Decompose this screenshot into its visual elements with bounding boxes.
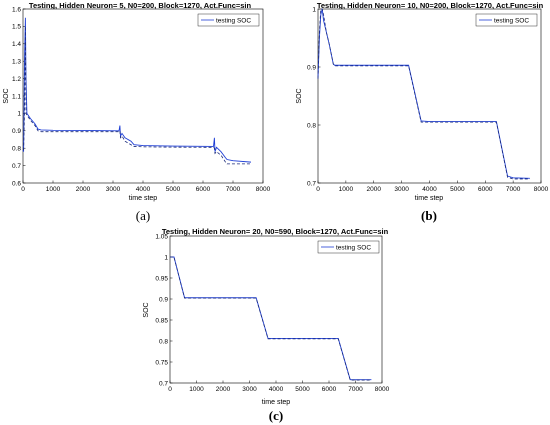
panel-b-ytick-label: 1 (312, 6, 316, 13)
panel-b-xtick-label: 1000 (339, 186, 354, 193)
panel-c-ytick-label: 0.7 (159, 380, 168, 387)
panel-b-xtick-label: 7000 (506, 186, 521, 193)
panel-a-series (22, 17, 252, 165)
panel-a-legend: testing SOC (197, 13, 260, 27)
panel-a-ytick-label: 0.7 (12, 163, 21, 170)
panel-c-ytick-label: 0.8 (159, 338, 168, 345)
panel-b-xtick-label: 0 (316, 186, 320, 193)
panel-a-ylabel: SOC (3, 88, 10, 103)
panel-a-xtick-label: 3000 (106, 186, 121, 193)
panel-c-series-dashed-line (170, 256, 372, 381)
panel-c-axes (169, 235, 383, 384)
panel-a-ytick-label: 0.6 (12, 180, 21, 187)
panel-c-xlabel: time step (262, 399, 291, 406)
panel-b: Testing, Hidden Neuron= 10, N0=200, Bloc… (296, 1, 549, 223)
panel-b-ytick-label: 0.8 (307, 122, 316, 129)
panel-c-xtick-label: 4000 (269, 386, 284, 393)
panel-b-xtick-label: 6000 (478, 186, 493, 193)
panel-a-ytick-label: 0.8 (12, 146, 21, 153)
panel-a-ytick-label: 1.1 (12, 93, 21, 100)
panel-b-legend-label: testing SOC (494, 18, 529, 25)
panel-a-title: Testing, Hidden Neuron= 5, N0=200, Block… (29, 1, 252, 10)
panel-a-series-dashed-line (23, 26, 251, 165)
panel-c-xtick-label: 2000 (216, 386, 231, 393)
panel-c: Testing, Hidden Neuron= 20, N0=590, Bloc… (143, 227, 390, 423)
panel-b-axes (317, 8, 542, 184)
panel-c-xtick-label: 1000 (189, 386, 204, 393)
panel-b-label: (b) (421, 208, 437, 223)
panel-b-series-dashed-line (317, 8, 530, 180)
panel-b-title: Testing, Hidden Neuron= 10, N0=200, Bloc… (317, 1, 544, 10)
panel-a-xtick-label: 5000 (166, 186, 181, 193)
panel-a-ticks: 0 1000 2000 3000 4000 5000 6000 7000 8000 0.6 0.7 0… (12, 6, 271, 193)
panel-b-series-testing-soc-line (317, 8, 530, 179)
panel-c-title: Testing, Hidden Neuron= 20, N0=590, Bloc… (162, 227, 389, 236)
panel-b-xtick-label: 8000 (534, 186, 549, 193)
panel-c-ylabel: SOC (143, 302, 150, 317)
panel-b-ylabel: SOC (296, 88, 303, 103)
panel-a-ytick-label: 1 (17, 111, 21, 118)
panel-c-series (170, 256, 372, 381)
panel-a-ytick-label: 1.5 (12, 24, 21, 31)
panel-a-xtick-label: 6000 (196, 186, 211, 193)
panel-a-xtick-label: 8000 (256, 186, 271, 193)
panel-a-ytick-label: 0.9 (12, 128, 21, 135)
panel-a-label: (a) (136, 208, 150, 223)
panel-b-xtick-label: 5000 (450, 186, 465, 193)
panel-a-xtick-label: 7000 (226, 186, 241, 193)
panel-a-axes (22, 8, 264, 184)
panel-c-xtick-label: 0 (168, 386, 172, 393)
panel-c-xtick-label: 5000 (295, 386, 310, 393)
panel-c-legend: testing SOC (317, 240, 380, 254)
panel-a-ytick-label: 1.4 (12, 41, 21, 48)
panel-b-ticks: 0 1000 2000 3000 4000 5000 6000 7000 8000 0.7 0.8 0… (307, 6, 549, 193)
panel-a-series-testing-soc-line (22, 17, 252, 163)
panel-b-ytick-label: 0.9 (307, 64, 316, 71)
panel-a-xtick-label: 2000 (76, 186, 91, 193)
panel-a-xtick-label: 0 (21, 186, 25, 193)
panel-c-ticks: 0 1000 2000 3000 4000 5000 6000 7000 8000 0.7 0.75… (155, 233, 389, 393)
panel-a-xtick-label: 4000 (136, 186, 151, 193)
panel-c-ytick-label: 0.75 (155, 359, 168, 366)
panel-b-series (317, 8, 530, 180)
panel-c-xtick-label: 8000 (375, 386, 390, 393)
panel-c-xtick-label: 7000 (348, 386, 363, 393)
panel-a-legend-label: testing SOC (216, 18, 251, 25)
panel-b-xtick-label: 2000 (367, 186, 382, 193)
panel-c-xtick-label: 6000 (322, 386, 337, 393)
panel-a-xtick-label: 1000 (46, 186, 61, 193)
panel-c-label: (c) (269, 408, 283, 423)
panel-a-ytick-label: 1.3 (12, 59, 21, 66)
panel-b-xtick-label: 3000 (394, 186, 409, 193)
panel-a-xlabel: time step (129, 195, 158, 202)
panel-c-ytick-label: 0.9 (159, 296, 168, 303)
panel-b-xtick-label: 4000 (422, 186, 437, 193)
panel-b-legend: testing SOC (475, 13, 538, 27)
panel-a: Testing, Hidden Neuron= 5, N0=200, Block… (3, 1, 271, 223)
panel-b-ytick-label: 0.7 (307, 180, 316, 187)
panel-c-legend-label: testing SOC (336, 245, 371, 252)
panel-b-xlabel: time step (415, 195, 444, 202)
panel-a-ytick-label: 1.2 (12, 76, 21, 83)
panel-c-ytick-label: 1 (164, 254, 168, 261)
panel-c-ytick-label: 1.05 (155, 233, 168, 240)
panel-c-xtick-label: 3000 (242, 386, 257, 393)
panel-c-ytick-label: 0.95 (155, 275, 168, 282)
panel-c-ytick-label: 0.85 (155, 317, 168, 324)
panel-a-ytick-label: 1.6 (12, 6, 21, 13)
